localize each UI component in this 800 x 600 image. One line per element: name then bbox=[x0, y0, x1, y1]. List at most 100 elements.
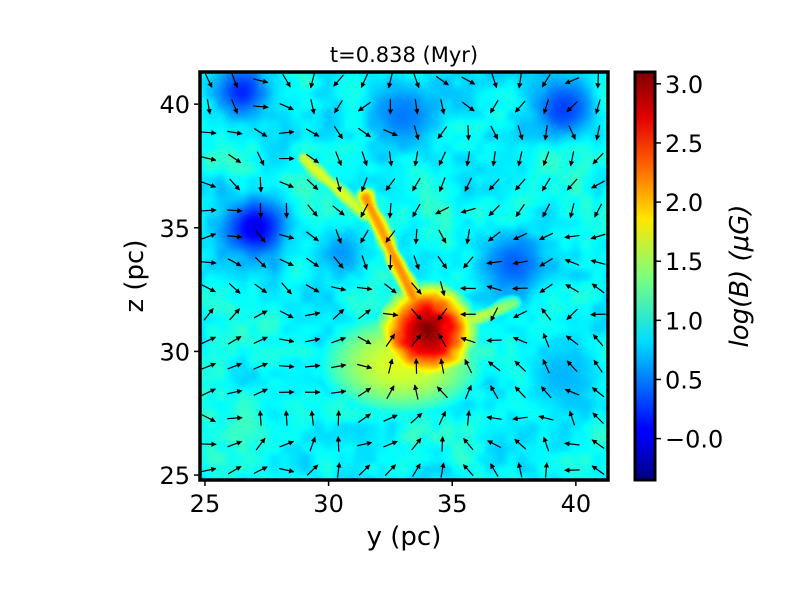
field-vector-arrow bbox=[486, 285, 502, 292]
field-vector-arrow bbox=[330, 389, 347, 395]
field-vector-arrow bbox=[462, 256, 474, 269]
field-vector-arrow bbox=[591, 180, 606, 189]
field-vector-arrow bbox=[464, 177, 473, 192]
field-vector-arrow bbox=[413, 384, 419, 400]
field-vector-arrow bbox=[333, 99, 343, 114]
field-vector-arrow bbox=[435, 75, 449, 86]
field-vector-arrow bbox=[279, 129, 295, 135]
field-vector-arrow bbox=[228, 282, 241, 294]
field-vector-arrow bbox=[357, 101, 371, 112]
field-vector-arrow bbox=[229, 178, 241, 191]
field-vector-arrow bbox=[462, 464, 474, 477]
field-vector-arrow bbox=[565, 284, 579, 293]
field-vector-arrow bbox=[383, 414, 398, 422]
field-vector-arrow bbox=[512, 232, 528, 241]
field-vector-arrow bbox=[488, 178, 500, 191]
field-vector-arrow bbox=[438, 410, 447, 426]
x-tick-label: 40 bbox=[561, 490, 592, 518]
field-vector-arrow bbox=[568, 125, 576, 140]
field-vector-arrow bbox=[309, 436, 316, 452]
field-vector-arrow bbox=[487, 440, 502, 449]
field-vector-arrow bbox=[201, 130, 217, 136]
field-vector-arrow bbox=[410, 412, 423, 424]
field-vector-arrow bbox=[592, 152, 604, 165]
field-vector-arrow bbox=[332, 205, 345, 216]
field-vector-arrow bbox=[566, 178, 578, 191]
field-vector-arrow bbox=[279, 338, 295, 344]
x-axis-label: y (pc) bbox=[367, 522, 442, 552]
field-vector-arrow bbox=[594, 99, 601, 115]
magnetic-field-heatmap bbox=[200, 72, 608, 480]
field-vector-arrow bbox=[361, 255, 368, 271]
field-vector-arrow bbox=[564, 234, 580, 240]
field-vector-arrow bbox=[512, 285, 528, 292]
colorbar-tick-label: 2.0 bbox=[665, 189, 703, 217]
field-vector-arrow bbox=[305, 337, 321, 343]
field-vector-arrow bbox=[332, 308, 345, 320]
field-vector-arrow bbox=[388, 151, 394, 167]
field-vector-arrow bbox=[306, 257, 320, 268]
field-vector-arrow bbox=[440, 99, 446, 115]
field-vector-arrow bbox=[331, 336, 347, 344]
field-vector-arrow bbox=[488, 204, 500, 217]
field-vector-arrow bbox=[306, 231, 319, 242]
field-vector-arrow bbox=[227, 233, 243, 240]
field-vector-arrow bbox=[253, 104, 269, 110]
field-vector-arrow bbox=[591, 387, 605, 398]
field-vector-arrow bbox=[543, 462, 550, 478]
field-vector-arrow bbox=[460, 207, 476, 214]
field-vector-arrow bbox=[564, 77, 580, 85]
field-vectors bbox=[201, 73, 606, 478]
field-vector-arrow bbox=[595, 73, 601, 89]
plot-frame bbox=[198, 70, 610, 482]
field-vector-arrow bbox=[306, 178, 319, 191]
field-vector-arrow bbox=[489, 99, 499, 114]
field-vector-arrow bbox=[279, 363, 295, 370]
field-vector-arrow bbox=[356, 440, 373, 447]
field-vector-arrow bbox=[227, 415, 243, 421]
field-vector-arrow bbox=[254, 283, 268, 294]
field-vector-arrow bbox=[201, 336, 216, 344]
field-vector-arrow bbox=[227, 207, 243, 214]
field-vector-arrow bbox=[460, 336, 476, 344]
field-vector-arrow bbox=[542, 436, 550, 452]
field-vector-arrow bbox=[201, 232, 217, 240]
field-vector-arrow bbox=[464, 384, 472, 400]
field-vector-arrow bbox=[201, 181, 217, 188]
field-vector-arrow bbox=[227, 465, 242, 475]
x-tick-label: 35 bbox=[437, 490, 468, 518]
field-vector-arrow bbox=[514, 386, 526, 399]
field-vector-arrow bbox=[439, 436, 446, 452]
field-vector-arrow bbox=[541, 177, 551, 192]
field-vector-arrow bbox=[590, 259, 606, 265]
field-vector-arrow bbox=[388, 358, 394, 374]
field-vector-arrow bbox=[253, 362, 268, 370]
field-vector-arrow bbox=[279, 233, 295, 240]
field-vector-arrow bbox=[384, 283, 397, 294]
field-vector-arrow bbox=[227, 130, 243, 136]
field-vector-arrow bbox=[542, 332, 550, 348]
field-vector-arrow bbox=[360, 203, 369, 218]
field-vector-arrow bbox=[538, 232, 554, 241]
field-vector-arrow bbox=[414, 99, 420, 115]
field-vector-arrow bbox=[438, 333, 447, 348]
field-vector-arrow bbox=[486, 415, 502, 421]
field-vector-arrow bbox=[594, 203, 603, 218]
field-vector-arrow bbox=[253, 310, 268, 319]
field-vector-arrow bbox=[384, 464, 397, 476]
field-vector-arrow bbox=[204, 73, 213, 88]
field-vector-arrow bbox=[461, 76, 476, 85]
field-vector-arrow bbox=[335, 151, 342, 167]
field-vector-arrow bbox=[357, 413, 372, 423]
field-vector-arrow bbox=[517, 73, 523, 89]
field-vector-arrow bbox=[542, 151, 550, 167]
field-vector-arrow bbox=[335, 177, 342, 193]
field-vector-arrow bbox=[413, 255, 420, 270]
field-vector-arrow bbox=[437, 308, 448, 321]
colorbar-tick-label: −0.0 bbox=[665, 426, 723, 454]
field-vector-arrow bbox=[564, 441, 580, 447]
field-vector-arrow bbox=[486, 337, 502, 344]
field-vector-arrow bbox=[310, 99, 316, 115]
field-vector-arrow bbox=[279, 440, 295, 448]
field-vector-arrow bbox=[201, 259, 217, 266]
